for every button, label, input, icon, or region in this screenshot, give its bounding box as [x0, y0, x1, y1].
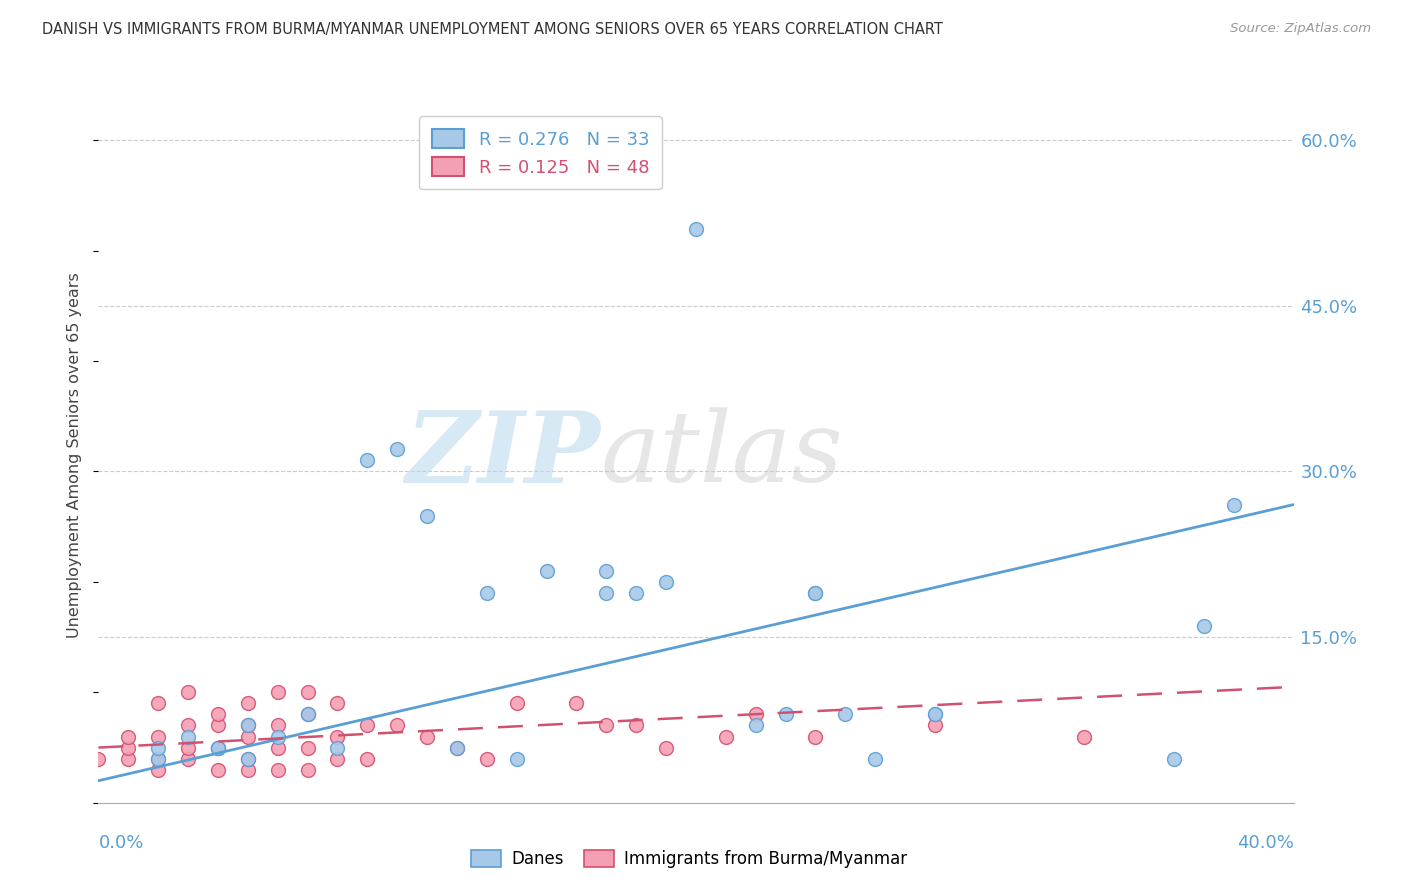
Point	[297, 740, 319, 755]
Point	[148, 751, 170, 765]
Point	[595, 586, 617, 600]
Point	[207, 740, 229, 755]
Point	[626, 718, 648, 732]
Point	[148, 740, 170, 755]
Point	[267, 685, 290, 699]
Point	[356, 718, 378, 732]
Point	[924, 718, 946, 732]
Point	[236, 763, 259, 777]
Text: DANISH VS IMMIGRANTS FROM BURMA/MYANMAR UNEMPLOYMENT AMONG SENIORS OVER 65 YEARS: DANISH VS IMMIGRANTS FROM BURMA/MYANMAR …	[42, 22, 943, 37]
Point	[236, 697, 259, 711]
Point	[297, 707, 319, 722]
Point	[177, 730, 200, 744]
Point	[207, 707, 229, 722]
Legend: Danes, Immigrants from Burma/Myanmar: Danes, Immigrants from Burma/Myanmar	[464, 843, 914, 875]
Point	[804, 586, 827, 600]
Point	[595, 718, 617, 732]
Point	[685, 221, 707, 235]
Point	[326, 740, 349, 755]
Point	[148, 763, 170, 777]
Point	[1163, 751, 1185, 765]
Point	[148, 730, 170, 744]
Point	[236, 751, 259, 765]
Point	[117, 730, 139, 744]
Text: atlas: atlas	[600, 408, 844, 502]
Point	[236, 751, 259, 765]
Text: Source: ZipAtlas.com: Source: ZipAtlas.com	[1230, 22, 1371, 36]
Point	[745, 718, 768, 732]
Point	[1073, 730, 1095, 744]
Point	[775, 707, 797, 722]
Text: 40.0%: 40.0%	[1237, 834, 1294, 852]
Point	[236, 730, 259, 744]
Point	[356, 751, 378, 765]
Point	[117, 740, 139, 755]
Point	[834, 707, 856, 722]
Point	[148, 751, 170, 765]
Point	[207, 740, 229, 755]
Point	[506, 751, 529, 765]
Point	[267, 730, 290, 744]
Point	[1192, 619, 1215, 633]
Point	[326, 751, 349, 765]
Point	[385, 442, 409, 457]
Point	[177, 751, 200, 765]
Point	[565, 697, 588, 711]
Point	[655, 740, 678, 755]
Point	[297, 685, 319, 699]
Point	[714, 730, 737, 744]
Legend: R = 0.276   N = 33, R = 0.125   N = 48: R = 0.276 N = 33, R = 0.125 N = 48	[419, 116, 662, 189]
Point	[745, 707, 768, 722]
Point	[177, 685, 200, 699]
Point	[297, 707, 319, 722]
Point	[416, 508, 439, 523]
Point	[356, 453, 378, 467]
Point	[506, 697, 529, 711]
Point	[117, 751, 139, 765]
Y-axis label: Unemployment Among Seniors over 65 years: Unemployment Among Seniors over 65 years	[67, 272, 83, 638]
Point	[924, 707, 946, 722]
Point	[177, 740, 200, 755]
Point	[446, 740, 468, 755]
Point	[87, 751, 110, 765]
Point	[446, 740, 468, 755]
Point	[236, 718, 259, 732]
Point	[207, 740, 229, 755]
Point	[177, 718, 200, 732]
Point	[924, 707, 946, 722]
Point	[475, 586, 498, 600]
Point	[267, 763, 290, 777]
Point	[595, 564, 617, 578]
Point	[267, 718, 290, 732]
Point	[207, 718, 229, 732]
Point	[865, 751, 887, 765]
Point	[475, 751, 498, 765]
Point	[626, 586, 648, 600]
Point	[536, 564, 558, 578]
Point	[655, 574, 678, 589]
Point	[416, 730, 439, 744]
Text: 0.0%: 0.0%	[98, 834, 143, 852]
Point	[236, 718, 259, 732]
Point	[326, 697, 349, 711]
Point	[326, 730, 349, 744]
Point	[207, 763, 229, 777]
Point	[804, 730, 827, 744]
Point	[148, 697, 170, 711]
Point	[267, 740, 290, 755]
Text: ZIP: ZIP	[405, 407, 600, 503]
Point	[1223, 498, 1246, 512]
Point	[804, 586, 827, 600]
Point	[297, 763, 319, 777]
Point	[385, 718, 409, 732]
